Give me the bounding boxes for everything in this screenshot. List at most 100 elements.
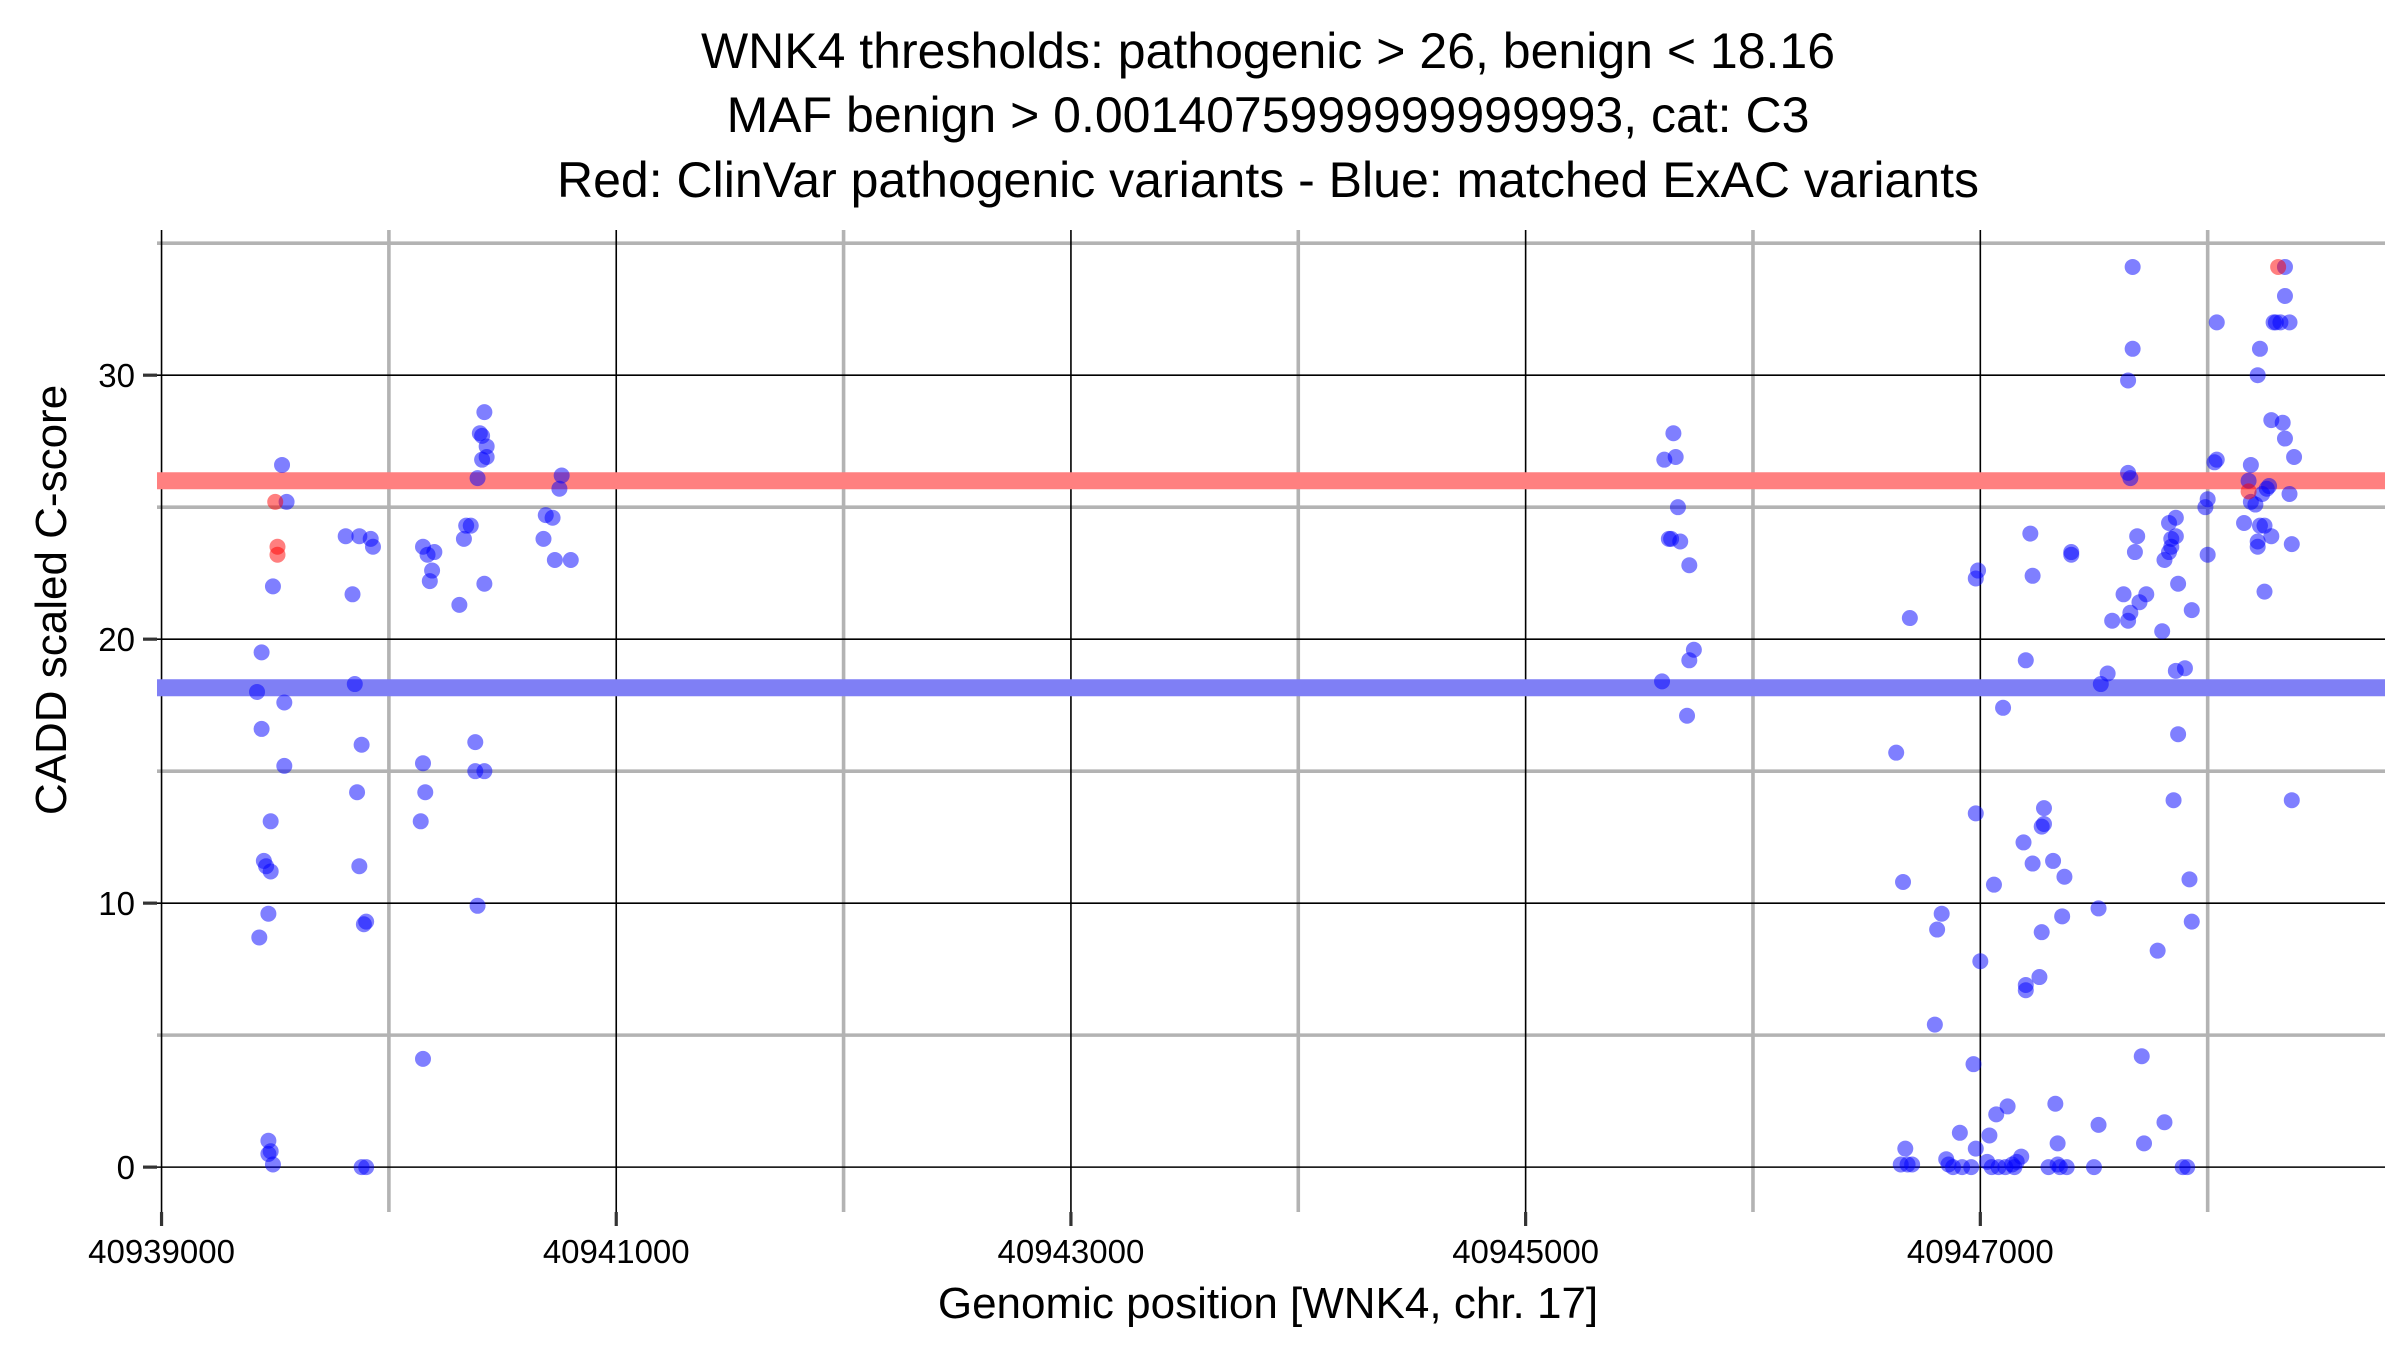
- exac-point: [2126, 544, 2143, 561]
- exac-point: [2090, 1116, 2107, 1133]
- exac-point: [1981, 1127, 1998, 1144]
- exac-point: [1951, 1124, 1968, 1141]
- exac-point: [2249, 538, 2266, 555]
- exac-point: [2283, 792, 2300, 809]
- exac-point: [1679, 707, 1696, 724]
- exac-point: [2281, 314, 2298, 331]
- exac-point: [2122, 604, 2139, 621]
- exac-point: [1985, 876, 2002, 893]
- exac-point: [421, 573, 438, 590]
- exac-point: [2120, 372, 2137, 389]
- exac-point: [1999, 1098, 2016, 1115]
- exac-point: [1988, 1106, 2005, 1123]
- exac-point: [414, 755, 431, 772]
- exac-point: [349, 784, 366, 801]
- exac-point: [469, 470, 486, 487]
- exac-point: [1667, 449, 1684, 466]
- exac-point: [2167, 528, 2184, 545]
- clinvar-point: [2270, 258, 2287, 275]
- exac-point: [2136, 1135, 2153, 1152]
- exac-point: [2129, 528, 2146, 545]
- exac-point: [1970, 562, 1987, 579]
- exac-point: [1899, 1156, 1916, 1173]
- exac-point: [553, 467, 570, 484]
- exac-point: [2154, 623, 2171, 640]
- exac-point: [451, 596, 468, 613]
- exac-point: [2276, 287, 2293, 304]
- exac-point: [262, 813, 279, 830]
- exac-point: [2104, 612, 2121, 629]
- exac-point: [2208, 314, 2225, 331]
- exac-point: [562, 551, 579, 568]
- exac-point: [1965, 1056, 1982, 1073]
- exac-point: [1888, 744, 1905, 761]
- exac-point: [2261, 478, 2278, 495]
- grid: [157, 230, 2385, 1212]
- exac-point: [2256, 583, 2273, 600]
- exac-point: [1933, 905, 1950, 922]
- exac-point: [2251, 340, 2268, 357]
- exac-point: [1669, 499, 1686, 516]
- exac-point: [467, 734, 484, 751]
- exac-point: [276, 694, 293, 711]
- exac-point: [476, 575, 493, 592]
- exac-point: [2024, 855, 2041, 872]
- exac-point: [346, 676, 363, 693]
- exac-point: [2274, 414, 2291, 431]
- clinvar-point: [269, 546, 286, 563]
- exac-point: [253, 644, 270, 661]
- exac-point: [2199, 546, 2216, 563]
- threshold-lines: [157, 472, 2385, 697]
- exac-point: [2179, 1159, 2196, 1176]
- chart-title: WNK4 thresholds: pathogenic > 26, benign…: [557, 23, 1979, 208]
- exac-point: [264, 578, 281, 595]
- exac-point: [2058, 1159, 2075, 1176]
- exac-point: [2033, 924, 2050, 941]
- exac-point: [2056, 868, 2073, 885]
- exac-point: [358, 1159, 375, 1176]
- exac-point: [2045, 852, 2062, 869]
- exac-point: [2063, 546, 2080, 563]
- exac-point: [2283, 536, 2300, 553]
- exac-point: [535, 530, 552, 547]
- y-tick-label: 10: [98, 885, 135, 922]
- exac-point: [2249, 367, 2266, 384]
- exac-point: [1681, 557, 1698, 574]
- exac-point: [2183, 602, 2200, 619]
- exac-point: [1672, 533, 1689, 550]
- exac-point: [1901, 610, 1918, 627]
- x-tick-label: 40941000: [543, 1233, 690, 1270]
- clinvar-point: [267, 493, 284, 510]
- y-tick-label: 30: [98, 357, 135, 394]
- exac-point: [2242, 456, 2259, 473]
- data-points: [249, 258, 2303, 1176]
- exac-point: [2035, 800, 2052, 817]
- exac-point: [2170, 575, 2187, 592]
- exac-point: [2170, 726, 2187, 743]
- exac-point: [274, 456, 291, 473]
- exac-point: [2122, 470, 2139, 487]
- exac-point: [2085, 1159, 2102, 1176]
- exac-point: [2047, 1095, 2064, 1112]
- exac-point: [414, 1050, 431, 1067]
- exac-point: [262, 863, 279, 880]
- exac-point: [476, 404, 493, 421]
- exac-point: [249, 683, 266, 700]
- exac-point: [2017, 652, 2034, 669]
- exac-point: [344, 586, 361, 603]
- exac-point: [417, 784, 434, 801]
- exac-point: [455, 530, 472, 547]
- exac-point: [2199, 491, 2216, 508]
- exac-point: [364, 538, 381, 555]
- exac-point: [260, 905, 277, 922]
- exac-point: [546, 551, 563, 568]
- x-tick-label: 40945000: [1452, 1233, 1599, 1270]
- exac-point: [2165, 792, 2182, 809]
- exac-point: [2099, 665, 2116, 682]
- exac-point: [1963, 1159, 1980, 1176]
- exac-point: [358, 913, 375, 930]
- title-line-2: MAF benign > 0.0014075999999999993, cat:…: [727, 87, 1810, 143]
- exac-point: [337, 528, 354, 545]
- exac-point: [412, 813, 429, 830]
